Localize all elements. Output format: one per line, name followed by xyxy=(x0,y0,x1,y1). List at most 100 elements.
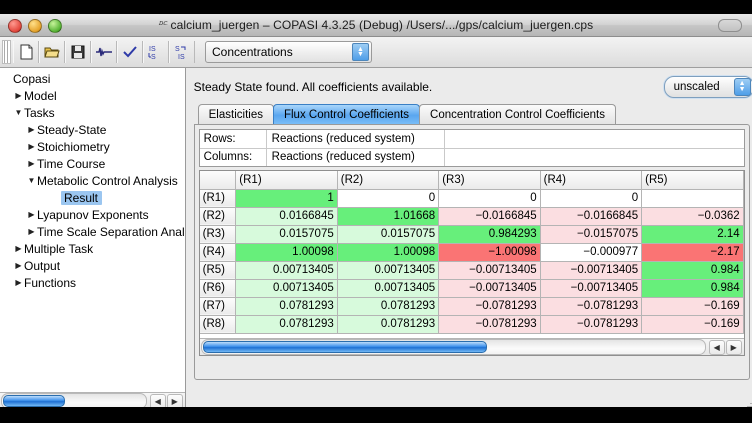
sidebar-item-tasks[interactable]: ▼ Tasks xyxy=(2,104,185,121)
table-cell[interactable]: −0.00713405 xyxy=(540,261,643,280)
sidebar-item-multiple-task[interactable]: ▶ Multiple Task xyxy=(2,240,185,257)
chevron-right-icon[interactable]: ▶ xyxy=(28,142,35,151)
table-cell[interactable]: 0.00713405 xyxy=(337,261,440,280)
column-header[interactable]: (R2) xyxy=(337,171,440,190)
row-header[interactable]: (R6) xyxy=(199,279,237,298)
sidebar-scroll-track[interactable] xyxy=(1,393,147,407)
chevron-right-icon[interactable]: ▶ xyxy=(28,210,35,219)
row-header[interactable]: (R5) xyxy=(199,261,237,280)
plot-icon[interactable] xyxy=(91,41,117,63)
zoom-button[interactable] xyxy=(48,19,62,33)
row-header[interactable]: (R3) xyxy=(199,225,237,244)
sidebar-scroll-left-button[interactable]: ◀ xyxy=(149,393,166,407)
chevron-down-icon[interactable]: ▼ xyxy=(14,108,23,117)
is-to-s-icon[interactable]: IS S xyxy=(143,41,169,63)
table-cell[interactable]: 0.0166845 xyxy=(235,207,338,226)
table-cell[interactable]: −0.00713405 xyxy=(438,279,541,298)
table-cell[interactable]: 0 xyxy=(438,189,541,208)
table-cell[interactable]: 0.984 xyxy=(641,279,744,298)
chevron-down-icon[interactable]: ▼ xyxy=(27,176,36,185)
table-cell[interactable]: 0.00713405 xyxy=(235,261,338,280)
sidebar-item-stoichiometry[interactable]: ▶ Stoichiometry xyxy=(2,138,185,155)
grid-scroll-thumb[interactable] xyxy=(202,341,487,353)
table-cell[interactable] xyxy=(641,189,744,208)
grid-hscrollbar[interactable]: ◀ ▶ xyxy=(199,338,744,355)
sidebar-item-steady-state[interactable]: ▶ Steady-State xyxy=(2,121,185,138)
table-cell[interactable]: −0.0781293 xyxy=(438,297,541,316)
table-cell[interactable]: 0.0781293 xyxy=(337,315,440,334)
table-cell[interactable]: −0.0781293 xyxy=(540,315,643,334)
result-tabs[interactable]: Elasticities Flux Control Coefficients Con… xyxy=(194,104,752,124)
open-file-icon[interactable] xyxy=(39,41,65,63)
window-controls[interactable] xyxy=(8,19,62,33)
sidebar-item-copasi[interactable]: Copasi xyxy=(2,70,185,87)
table-cell[interactable]: −0.0166845 xyxy=(438,207,541,226)
row-header[interactable]: (R1) xyxy=(199,189,237,208)
column-header[interactable]: (R5) xyxy=(641,171,744,190)
new-file-icon[interactable] xyxy=(13,41,39,63)
table-cell[interactable]: 0.984 xyxy=(641,261,744,280)
table-cell[interactable]: −0.169 xyxy=(641,315,744,334)
row-header[interactable]: (R7) xyxy=(199,297,237,316)
sidebar-item-time-course[interactable]: ▶ Time Course xyxy=(2,155,185,172)
chevron-right-icon[interactable]: ▶ xyxy=(15,244,22,253)
row-header[interactable]: (R8) xyxy=(199,315,237,334)
table-cell[interactable]: 0 xyxy=(540,189,643,208)
table-cell[interactable]: 0.0157075 xyxy=(337,225,440,244)
table-cell[interactable]: −0.0362 xyxy=(641,207,744,226)
save-file-icon[interactable] xyxy=(65,41,91,63)
toolbar-grip[interactable] xyxy=(2,40,11,64)
table-cell[interactable]: 0.00713405 xyxy=(337,279,440,298)
toolbar-toggle-button[interactable] xyxy=(718,19,742,32)
column-header[interactable]: (R4) xyxy=(540,171,643,190)
table-cell[interactable]: 1 xyxy=(235,189,338,208)
table-cell[interactable]: 0.0157075 xyxy=(235,225,338,244)
close-button[interactable] xyxy=(8,19,22,33)
table-cell[interactable]: −0.0166845 xyxy=(540,207,643,226)
table-cell[interactable]: −0.0781293 xyxy=(438,315,541,334)
chevron-right-icon[interactable]: ▶ xyxy=(15,91,22,100)
table-cell[interactable]: −2.17 xyxy=(641,243,744,262)
table-cell[interactable]: −0.0157075 xyxy=(540,225,643,244)
table-cell[interactable]: −0.00713405 xyxy=(438,261,541,280)
column-header[interactable]: (R3) xyxy=(438,171,541,190)
tab-flux-control-coefficients[interactable]: Flux Control Coefficients xyxy=(272,104,421,124)
s-to-is-icon[interactable]: S IS xyxy=(169,41,195,63)
navigation-tree[interactable]: Copasi ▶ Model ▼ Tasks ▶ Steady-State ▶ Stoichio… xyxy=(0,68,185,392)
table-cell[interactable]: −0.00713405 xyxy=(540,279,643,298)
tab-elasticities[interactable]: Elasticities xyxy=(197,104,274,124)
grid-scroll-right-button[interactable]: ▶ xyxy=(725,339,742,355)
check-icon[interactable] xyxy=(117,41,143,63)
scaling-popup[interactable]: unscaled ▲ ▼ xyxy=(663,76,752,98)
window-resize-grip[interactable] xyxy=(746,395,752,407)
sidebar-item-output[interactable]: ▶ Output xyxy=(2,257,185,274)
sidebar-item-functions[interactable]: ▶ Functions xyxy=(2,274,185,291)
table-cell[interactable]: 1.00098 xyxy=(337,243,440,262)
table-cell[interactable]: 0.0781293 xyxy=(337,297,440,316)
chevron-right-icon[interactable]: ▶ xyxy=(15,261,22,270)
minimize-button[interactable] xyxy=(28,19,42,33)
table-cell[interactable]: 1.01668 xyxy=(337,207,440,226)
grid-scroll-track[interactable] xyxy=(200,339,706,355)
sidebar-scroll-right-button[interactable]: ▶ xyxy=(166,393,183,407)
sidebar-item-model[interactable]: ▶ Model xyxy=(2,87,185,104)
sidebar-item-metabolic-control-analysis[interactable]: ▼ Metabolic Control Analysis xyxy=(2,172,185,189)
chevron-updown-icon[interactable]: ▲ ▼ xyxy=(733,78,751,96)
grid-scroll-left-button[interactable]: ◀ xyxy=(708,339,725,355)
sidebar-item-result[interactable]: Result xyxy=(2,189,185,206)
column-header[interactable]: (R1) xyxy=(235,171,338,190)
row-header[interactable]: (R2) xyxy=(199,207,237,226)
table-cell[interactable]: 2.14 xyxy=(641,225,744,244)
tab-concentration-control-coefficients[interactable]: Concentration Control Coefficients xyxy=(419,104,616,124)
table-cell[interactable]: −0.000977 xyxy=(540,243,643,262)
chevron-updown-icon[interactable]: ▲ ▼ xyxy=(352,43,369,61)
table-cell[interactable]: 0.984293 xyxy=(438,225,541,244)
chevron-right-icon[interactable]: ▶ xyxy=(28,159,35,168)
chevron-right-icon[interactable]: ▶ xyxy=(28,227,35,236)
table-cell[interactable]: 0.0781293 xyxy=(235,315,338,334)
chevron-right-icon[interactable]: ▶ xyxy=(15,278,22,287)
sidebar-hscrollbar[interactable]: ◀ ▶ xyxy=(0,392,185,407)
table-cell[interactable]: −0.0781293 xyxy=(540,297,643,316)
sidebar-scroll-thumb[interactable] xyxy=(3,395,65,407)
chevron-right-icon[interactable]: ▶ xyxy=(28,125,35,134)
